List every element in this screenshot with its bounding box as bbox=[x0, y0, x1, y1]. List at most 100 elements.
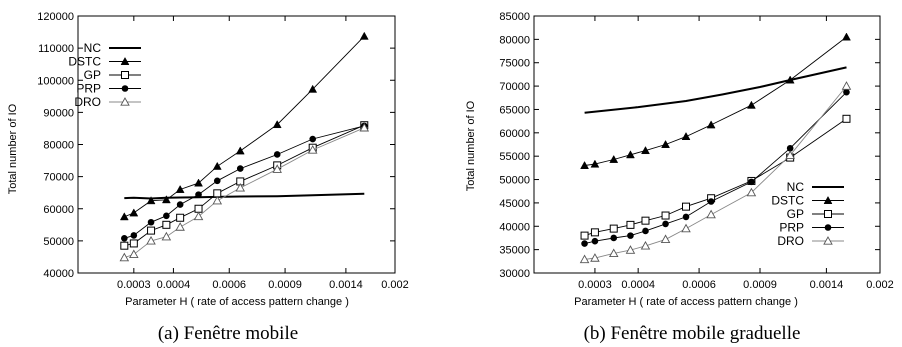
chart-a-ytick-label: 40000 bbox=[43, 268, 74, 280]
chart-b-xtick-label: 0.0014 bbox=[810, 279, 844, 291]
chart-a-series-dro-point bbox=[359, 122, 370, 132]
chart-b-series-dstc-point bbox=[641, 146, 650, 155]
chart-b-series-gp-point bbox=[609, 224, 618, 233]
chart-b-series-dstc-point bbox=[842, 32, 851, 41]
chart-a-series-prp-point bbox=[273, 151, 281, 158]
chart-a-series-dro-point bbox=[235, 182, 246, 192]
chart-b-series-prp-point bbox=[642, 227, 649, 235]
chart-b-series-dro-point bbox=[660, 234, 671, 244]
chart-a-legend-label-gp: GP bbox=[84, 68, 101, 82]
chart-a-ytick-label: 80000 bbox=[43, 140, 74, 152]
chart-a-xtick-label: 0.0004 bbox=[157, 279, 191, 291]
chart-a-legend-marker-prp bbox=[121, 85, 129, 92]
chart-a-series-dro-line bbox=[124, 127, 365, 259]
chart-b-legend-label-nc: NC bbox=[787, 180, 805, 194]
chart-b-legend-label-dstc: DSTC bbox=[771, 194, 804, 208]
chart-b-series-gp-point bbox=[626, 220, 635, 229]
chart-a-xtick-label: 0.0006 bbox=[212, 279, 246, 291]
chart-a-series-dstc-point bbox=[194, 178, 203, 187]
chart-b-ytick-label: 85000 bbox=[499, 11, 530, 23]
chart-b-series-dro-point bbox=[625, 245, 636, 254]
chart-a-series-prp-point bbox=[176, 201, 184, 208]
chart-a-series-dro-point bbox=[193, 211, 204, 221]
chart-b-legend-label-gp: GP bbox=[787, 207, 804, 221]
chart-a-legend-label-dstc: DSTC bbox=[68, 55, 101, 69]
chart-a-xlabel: Parameter H ( rate of access pattern cha… bbox=[125, 296, 349, 308]
chart-a-series-dro-point bbox=[307, 145, 318, 154]
chart-b-series-dro-point bbox=[579, 254, 590, 264]
chart-a-series-dstc-point bbox=[359, 31, 369, 40]
chart-a-legend-label-dro: DRO bbox=[74, 95, 101, 109]
chart-b-ytick-label: 70000 bbox=[499, 81, 530, 93]
chart-a-series-gp-point bbox=[213, 189, 222, 198]
chart-b-legend-marker-dro bbox=[823, 236, 833, 245]
chart-b-xtick-label: 0.0003 bbox=[578, 279, 612, 291]
chart-a-legend-label-nc: NC bbox=[84, 41, 102, 55]
chart-a-series-dstc-point bbox=[308, 84, 318, 93]
chart-a-xtick-label: 0.002 bbox=[381, 279, 409, 291]
chart-b-series-dro-line bbox=[584, 85, 847, 260]
chart-a-xtick-label: 0.0009 bbox=[268, 279, 302, 291]
chart-b-series-dstc-point bbox=[706, 120, 716, 129]
chart-b-ytick-label: 45000 bbox=[499, 198, 530, 210]
chart-b-ytick-label: 60000 bbox=[499, 128, 530, 140]
chart-b-series-prp-point bbox=[627, 232, 634, 239]
chart-a-series-dstc-point bbox=[119, 212, 129, 221]
chart-b-ytick-label: 30000 bbox=[499, 268, 530, 280]
chart-a-series-dstc-point bbox=[146, 196, 156, 205]
chart-a-series-gp-point bbox=[176, 213, 185, 222]
chart-a-series-prp-point bbox=[147, 218, 155, 226]
chart-a-series-gp-point bbox=[120, 241, 129, 250]
chart-a-series-gp-point bbox=[129, 239, 138, 248]
chart-b-xtick-label: 0.002 bbox=[866, 279, 894, 291]
chart-b-series-prp-point bbox=[843, 88, 850, 96]
chart-a-legend-marker-dro bbox=[120, 97, 130, 106]
chart-b-caption: (b) Fenêtre mobile graduelle bbox=[584, 323, 801, 344]
chart-b-xtick-label: 0.0004 bbox=[621, 279, 655, 291]
chart-b-series-prp-point bbox=[581, 240, 588, 247]
chart-a-series-prp-line bbox=[124, 125, 365, 239]
chart-a-series-prp-point bbox=[213, 177, 221, 185]
chart-b-series-dro-point bbox=[608, 248, 619, 258]
chart-a-legend-marker-dstc bbox=[120, 56, 130, 65]
chart-a-ytick-label: 110000 bbox=[38, 43, 74, 55]
chart-a-series-dro-point bbox=[272, 164, 282, 173]
chart-a-legend-marker-gp bbox=[121, 71, 129, 79]
chart-b-series-prp-point bbox=[748, 178, 755, 186]
chart-a-legend-label-prp: PRP bbox=[76, 82, 101, 96]
chart-b-series-prp-point bbox=[591, 237, 599, 245]
chart-a-series-prp-point bbox=[130, 232, 138, 239]
chart-a-series-dro-point bbox=[175, 222, 185, 231]
chart-b-series-dstc-point bbox=[580, 161, 589, 169]
chart-b-series-dstc-point bbox=[626, 150, 635, 159]
chart-b-legend-label-dro: DRO bbox=[777, 234, 804, 248]
chart-b-legend-label-prp: PRP bbox=[779, 221, 804, 235]
chart-b-legend-marker-prp bbox=[824, 224, 832, 231]
chart-b-ytick-label: 55000 bbox=[499, 151, 530, 163]
chart-b-ytick-label: 80000 bbox=[499, 34, 530, 46]
chart-b-series-dro-point bbox=[590, 253, 600, 262]
chart-b-ytick-label: 40000 bbox=[499, 221, 530, 233]
chart-a-series-dro-point bbox=[119, 252, 130, 262]
chart-b-series-dro-point bbox=[746, 187, 757, 197]
chart-a-ytick-label: 100000 bbox=[37, 75, 74, 87]
chart-b-series-gp-point bbox=[580, 231, 589, 240]
chart-a-ylabel: Total number of IO bbox=[7, 103, 19, 194]
chart-a-series-prp-point bbox=[163, 212, 170, 220]
chart-a-ytick-label: 70000 bbox=[43, 172, 74, 184]
chart-a-series-gp-point bbox=[147, 226, 156, 235]
chart-a-series-dstc-point bbox=[129, 208, 139, 217]
chart-b-series-gp-point bbox=[842, 114, 851, 123]
chart-b-series-prp-point bbox=[682, 213, 690, 221]
chart-a-series-dstc-line bbox=[124, 35, 365, 218]
chart-b-series-prp-point bbox=[786, 144, 794, 152]
chart-b-series-dro-point bbox=[640, 240, 651, 250]
chart-a-ytick-label: 90000 bbox=[43, 107, 74, 119]
chart-b-ytick-label: 50000 bbox=[499, 175, 530, 187]
chart-b-series-nc-line bbox=[584, 66, 847, 114]
chart-b-series-dstc-point bbox=[785, 75, 795, 84]
chart-b-series-dstc-point bbox=[681, 132, 691, 141]
chart-b-xlabel: Parameter H ( rate of access pattern cha… bbox=[574, 296, 798, 308]
chart-b-series-dstc-point bbox=[590, 159, 600, 168]
